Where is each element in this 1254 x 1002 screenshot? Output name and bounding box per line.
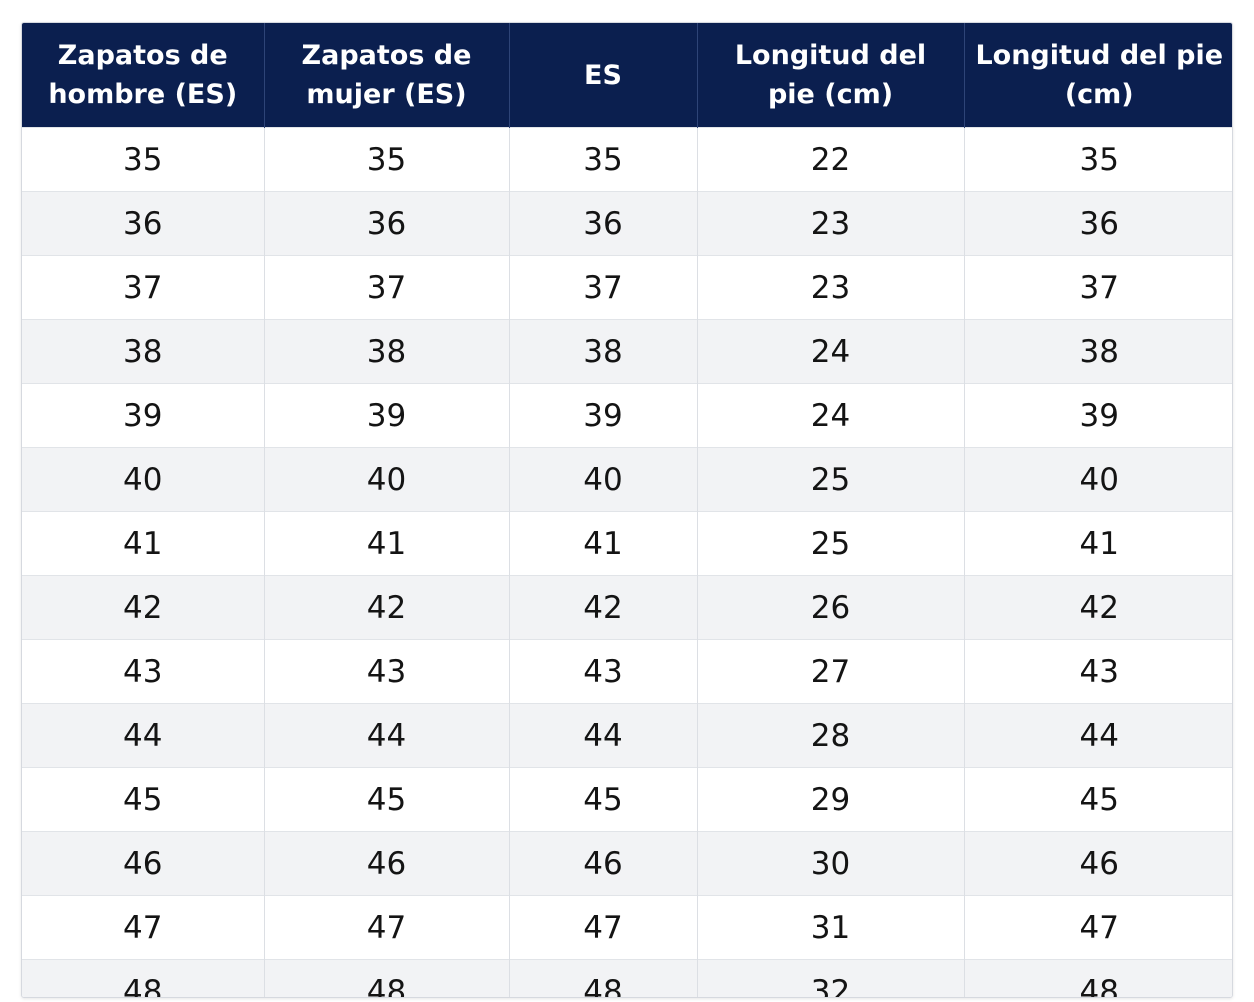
cell-es-size: 47 bbox=[509, 895, 698, 960]
cell-foot-length-2: 48 bbox=[964, 959, 1232, 997]
cell-foot-length: 24 bbox=[697, 383, 965, 448]
cell-mens-size: 42 bbox=[22, 575, 265, 640]
cell-womens-size: 37 bbox=[264, 255, 510, 320]
cell-womens-size: 45 bbox=[264, 767, 510, 832]
table-row: 41 41 41 25 41 bbox=[22, 511, 1232, 576]
table-row: 43 43 43 27 43 bbox=[22, 639, 1232, 704]
cell-foot-length: 32 bbox=[697, 959, 965, 997]
cell-foot-length: 23 bbox=[697, 255, 965, 320]
cell-es-size: 42 bbox=[509, 575, 698, 640]
cell-foot-length-2: 40 bbox=[964, 447, 1232, 512]
cell-foot-length: 28 bbox=[697, 703, 965, 768]
cell-mens-size: 37 bbox=[22, 255, 265, 320]
cell-womens-size: 41 bbox=[264, 511, 510, 576]
cell-es-size: 38 bbox=[509, 319, 698, 384]
cell-foot-length-2: 42 bbox=[964, 575, 1232, 640]
cell-foot-length-2: 47 bbox=[964, 895, 1232, 960]
header-row: Zapatos de hombre (ES) Zapatos de mujer … bbox=[22, 23, 1232, 128]
cell-es-size: 39 bbox=[509, 383, 698, 448]
cell-foot-length: 27 bbox=[697, 639, 965, 704]
cell-foot-length: 26 bbox=[697, 575, 965, 640]
cell-mens-size: 36 bbox=[22, 191, 265, 256]
header-womens-shoes: Zapatos de mujer (ES) bbox=[264, 23, 510, 128]
cell-foot-length: 22 bbox=[697, 127, 965, 192]
cell-foot-length-2: 36 bbox=[964, 191, 1232, 256]
cell-es-size: 46 bbox=[509, 831, 698, 896]
table-header: Zapatos de hombre (ES) Zapatos de mujer … bbox=[22, 23, 1232, 128]
cell-mens-size: 44 bbox=[22, 703, 265, 768]
cell-womens-size: 48 bbox=[264, 959, 510, 997]
table-row: 37 37 37 23 37 bbox=[22, 255, 1232, 320]
cell-mens-size: 35 bbox=[22, 127, 265, 192]
cell-mens-size: 39 bbox=[22, 383, 265, 448]
table-row: 48 48 48 32 48 bbox=[22, 959, 1232, 997]
size-chart: Zapatos de hombre (ES) Zapatos de mujer … bbox=[21, 22, 1233, 998]
cell-womens-size: 39 bbox=[264, 383, 510, 448]
cell-womens-size: 44 bbox=[264, 703, 510, 768]
cell-foot-length-2: 45 bbox=[964, 767, 1232, 832]
cell-foot-length-2: 35 bbox=[964, 127, 1232, 192]
table-row: 47 47 47 31 47 bbox=[22, 895, 1232, 960]
header-foot-length: Longitud del pie (cm) bbox=[697, 23, 965, 128]
cell-es-size: 43 bbox=[509, 639, 698, 704]
cell-es-size: 35 bbox=[509, 127, 698, 192]
cell-foot-length: 29 bbox=[697, 767, 965, 832]
table-row: 39 39 39 24 39 bbox=[22, 383, 1232, 448]
cell-foot-length-2: 41 bbox=[964, 511, 1232, 576]
table-row: 46 46 46 30 46 bbox=[22, 831, 1232, 896]
cell-foot-length: 31 bbox=[697, 895, 965, 960]
cell-es-size: 40 bbox=[509, 447, 698, 512]
cell-foot-length: 25 bbox=[697, 447, 965, 512]
table-row: 44 44 44 28 44 bbox=[22, 703, 1232, 768]
cell-foot-length: 30 bbox=[697, 831, 965, 896]
cell-es-size: 45 bbox=[509, 767, 698, 832]
size-table: Zapatos de hombre (ES) Zapatos de mujer … bbox=[22, 23, 1232, 997]
cell-foot-length-2: 38 bbox=[964, 319, 1232, 384]
table-row: 40 40 40 25 40 bbox=[22, 447, 1232, 512]
cell-foot-length-2: 37 bbox=[964, 255, 1232, 320]
cell-mens-size: 48 bbox=[22, 959, 265, 997]
header-foot-length-2: Longitud del pie (cm) bbox=[964, 23, 1232, 128]
table-row: 42 42 42 26 42 bbox=[22, 575, 1232, 640]
cell-womens-size: 42 bbox=[264, 575, 510, 640]
cell-es-size: 41 bbox=[509, 511, 698, 576]
table-row: 35 35 35 22 35 bbox=[22, 127, 1232, 192]
cell-foot-length: 24 bbox=[697, 319, 965, 384]
cell-mens-size: 40 bbox=[22, 447, 265, 512]
cell-womens-size: 36 bbox=[264, 191, 510, 256]
cell-foot-length-2: 44 bbox=[964, 703, 1232, 768]
cell-womens-size: 47 bbox=[264, 895, 510, 960]
cell-foot-length: 23 bbox=[697, 191, 965, 256]
table-row: 36 36 36 23 36 bbox=[22, 191, 1232, 256]
cell-mens-size: 45 bbox=[22, 767, 265, 832]
cell-womens-size: 46 bbox=[264, 831, 510, 896]
cell-foot-length-2: 39 bbox=[964, 383, 1232, 448]
cell-foot-length: 25 bbox=[697, 511, 965, 576]
cell-womens-size: 38 bbox=[264, 319, 510, 384]
cell-foot-length-2: 46 bbox=[964, 831, 1232, 896]
cell-es-size: 44 bbox=[509, 703, 698, 768]
cell-es-size: 36 bbox=[509, 191, 698, 256]
cell-womens-size: 43 bbox=[264, 639, 510, 704]
cell-es-size: 48 bbox=[509, 959, 698, 997]
cell-mens-size: 41 bbox=[22, 511, 265, 576]
cell-es-size: 37 bbox=[509, 255, 698, 320]
cell-foot-length-2: 43 bbox=[964, 639, 1232, 704]
table-row: 45 45 45 29 45 bbox=[22, 767, 1232, 832]
table-body: 35 35 35 22 35 36 36 36 23 36 37 37 37 23 37 38 38 38 24 38… bbox=[22, 127, 1232, 997]
cell-mens-size: 43 bbox=[22, 639, 265, 704]
cell-womens-size: 40 bbox=[264, 447, 510, 512]
header-mens-shoes: Zapatos de hombre (ES) bbox=[22, 23, 265, 128]
table-row: 38 38 38 24 38 bbox=[22, 319, 1232, 384]
cell-womens-size: 35 bbox=[264, 127, 510, 192]
header-es: ES bbox=[509, 23, 698, 128]
cell-mens-size: 38 bbox=[22, 319, 265, 384]
cell-mens-size: 47 bbox=[22, 895, 265, 960]
cell-mens-size: 46 bbox=[22, 831, 265, 896]
